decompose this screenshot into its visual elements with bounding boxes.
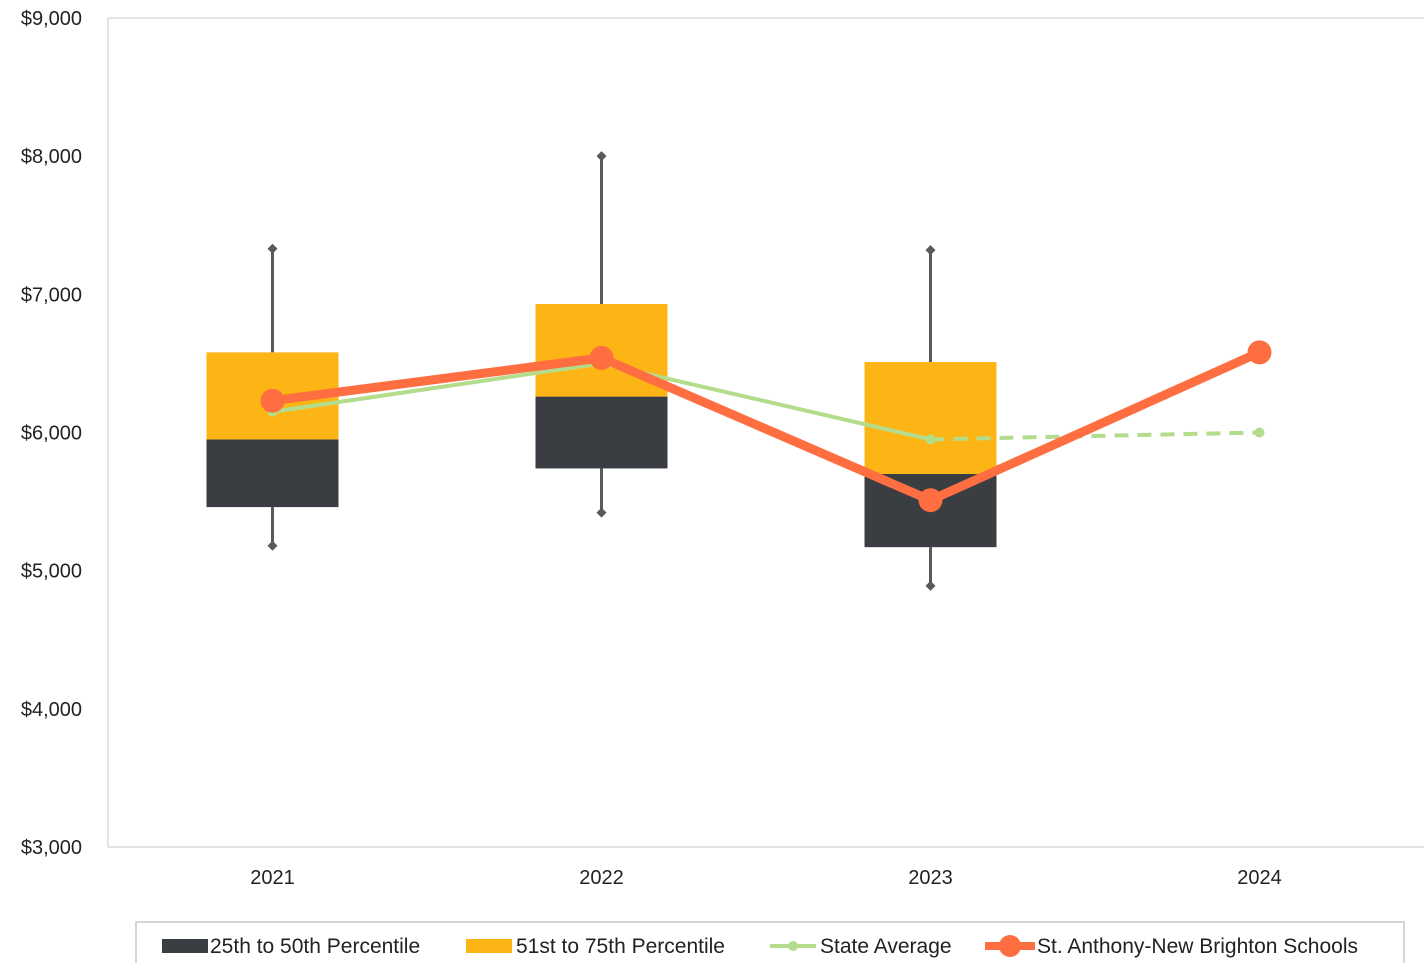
- state-average-point: [925, 434, 936, 445]
- series-lines: [260, 340, 1272, 513]
- district-line: [271, 348, 1262, 505]
- legend-label: 51st to 75th Percentile: [516, 935, 725, 958]
- district-point: [589, 345, 614, 370]
- legend: 25th to 50th Percentile 51st to 75th Perc…: [135, 921, 1405, 968]
- x-tick-label: 2021: [250, 867, 295, 889]
- min-marker: [267, 540, 278, 551]
- min-marker: [596, 507, 607, 518]
- y-tick-label: $9,000: [21, 8, 82, 30]
- legend-swatch: [162, 939, 208, 953]
- x-tick-label: 2022: [579, 867, 624, 889]
- y-tick-label: $4,000: [21, 699, 82, 721]
- box-51-75: [864, 362, 997, 474]
- y-tick-label: $7,000: [21, 284, 82, 306]
- y-tick-label: $5,000: [21, 561, 82, 583]
- x-axis: 2021 2022 2023 2024: [250, 867, 1282, 889]
- y-axis: $3,000 $4,000 $5,000 $6,000 $7,000 $8,000 $9,0…: [21, 8, 82, 859]
- state-average-point: [1254, 427, 1265, 438]
- legend-swatch-marker: [788, 941, 798, 951]
- max-marker: [925, 245, 936, 256]
- box-25-50: [206, 439, 339, 508]
- legend-label: St. Anthony-New Brighton Schools: [1037, 935, 1358, 958]
- x-tick-label: 2023: [908, 867, 953, 889]
- district-point: [260, 388, 285, 413]
- legend-label: State Average: [820, 935, 952, 958]
- boxes: [206, 151, 997, 591]
- legend-label: 25th to 50th Percentile: [210, 935, 420, 958]
- max-marker: [596, 151, 607, 162]
- legend-swatch-marker: [999, 935, 1021, 957]
- district-point: [918, 488, 943, 513]
- min-marker: [925, 580, 936, 591]
- y-tick-label: $8,000: [21, 146, 82, 168]
- box-25-50: [535, 396, 668, 469]
- y-tick-label: $6,000: [21, 423, 82, 445]
- legend-swatch: [466, 939, 512, 953]
- max-marker: [267, 243, 278, 254]
- x-tick-label: 2024: [1237, 867, 1282, 889]
- y-tick-label: $3,000: [21, 837, 82, 859]
- state-average-projection-line: [930, 430, 1260, 442]
- plot-area: [107, 17, 1424, 848]
- district-point: [1247, 340, 1272, 365]
